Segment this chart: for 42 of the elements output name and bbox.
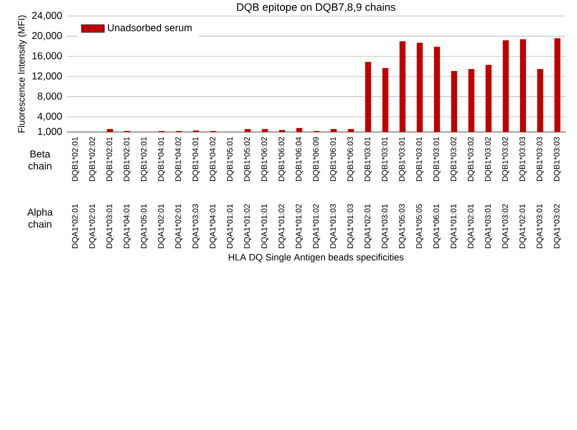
legend-label: Unadsorbed serum — [108, 24, 192, 32]
text: Alpha chain — [27, 208, 53, 228]
x-tick-label: DQA1*01:03 DQB1*06:01 — [330, 137, 338, 248]
y-tick-label: 16,000 — [32, 52, 62, 60]
x-tick-label: DQA1*02:01 DQB1*04:02 — [175, 137, 182, 248]
y-tick-label: 24,000 — [32, 12, 62, 20]
y-tick-label: 12,000 — [32, 72, 62, 81]
x-tick-label: DQA1*01:03 DQB1*06:03 — [347, 137, 354, 248]
y-tick-label: 1,000 — [38, 128, 62, 136]
x-tick-label: DQA1*01:01 DQB1*05:01 — [226, 137, 234, 248]
x-tick-label: DQA1*02:01 DQB1*03:03 — [519, 137, 527, 248]
x-tick-label: DQA1*04:01 DQB1*02:01 — [124, 137, 131, 248]
text: Beta chain — [28, 150, 52, 170]
x-tick-label: DQA1*06:01 DQB1*03:01 — [433, 137, 440, 248]
x-tick-label: DQA1*03:01 DQB1*03:03 — [536, 137, 544, 248]
x-tick-label: DQA1*02:01 DQB1*03:01 — [364, 137, 372, 248]
x-tick-label: DQA1*03:01 DQB1*03:01 — [382, 137, 389, 248]
x-tick-label: DQA1*01:02 DQB1*06:09 — [312, 137, 320, 248]
x-tick-label: DQA1*05:01 DQB1*02:01 — [140, 137, 148, 248]
x-tick-label: DQA1*02:01 DQB1*02:02 — [89, 137, 96, 248]
chart-title: DQB epitope on DQB7,8,9 chains — [237, 3, 396, 13]
x-tick-label: DQA1*01:01 DQB1*06:02 — [261, 137, 268, 248]
y-tick-label: 20,000 — [32, 32, 62, 40]
x-axis-title: HLA DQ Single Antigen beads specificities — [228, 254, 404, 262]
x-tick-label: DQA1*02:01 DQB1*02:01 — [72, 137, 80, 248]
x-tick-label: DQA1*01:01 DQB1*03:02 — [450, 137, 458, 248]
x-tick-label: DQA1*03:01 DQB1*03:02 — [485, 137, 492, 248]
x-tick-label: DQA1*03:03 DQB1*04:01 — [192, 137, 200, 248]
x-tick-label: DQA1*01:02 DQB1*06:04 — [296, 136, 303, 248]
y-tick-label: 4,000 — [38, 112, 62, 122]
x-tick-label: DQA1*01:02 DQB1*05:02 — [244, 137, 252, 248]
y-tick-label: 8,000 — [38, 92, 62, 101]
x-tick-label: DQA1*02:01 DQB1*03:02 — [468, 137, 475, 248]
x-tick-label: DQA1*05:03 DQB1*03:01 — [398, 137, 406, 248]
x-tick-label: DQA1*04:01 DQB1*04:02 — [210, 137, 217, 248]
y-axis-title: Fluorescence Intensity (MFI) — [18, 15, 27, 132]
x-tick-label: DQA1*03:02 DQB1*03:03 — [554, 137, 561, 248]
x-tick-label: DQA1*05:05 DQB1*03:01 — [416, 137, 424, 248]
x-tick-label: DQA1*03:01 DQB1*02:01 — [106, 137, 114, 248]
x-tick-label: DQA1*01:02 DQB1*06:02 — [278, 137, 286, 248]
x-tick-label: DQA1*02:01 DQB1*04:01 — [158, 137, 166, 248]
x-tick-label: DQA1*03:02 DQB1*03:02 — [502, 137, 510, 248]
